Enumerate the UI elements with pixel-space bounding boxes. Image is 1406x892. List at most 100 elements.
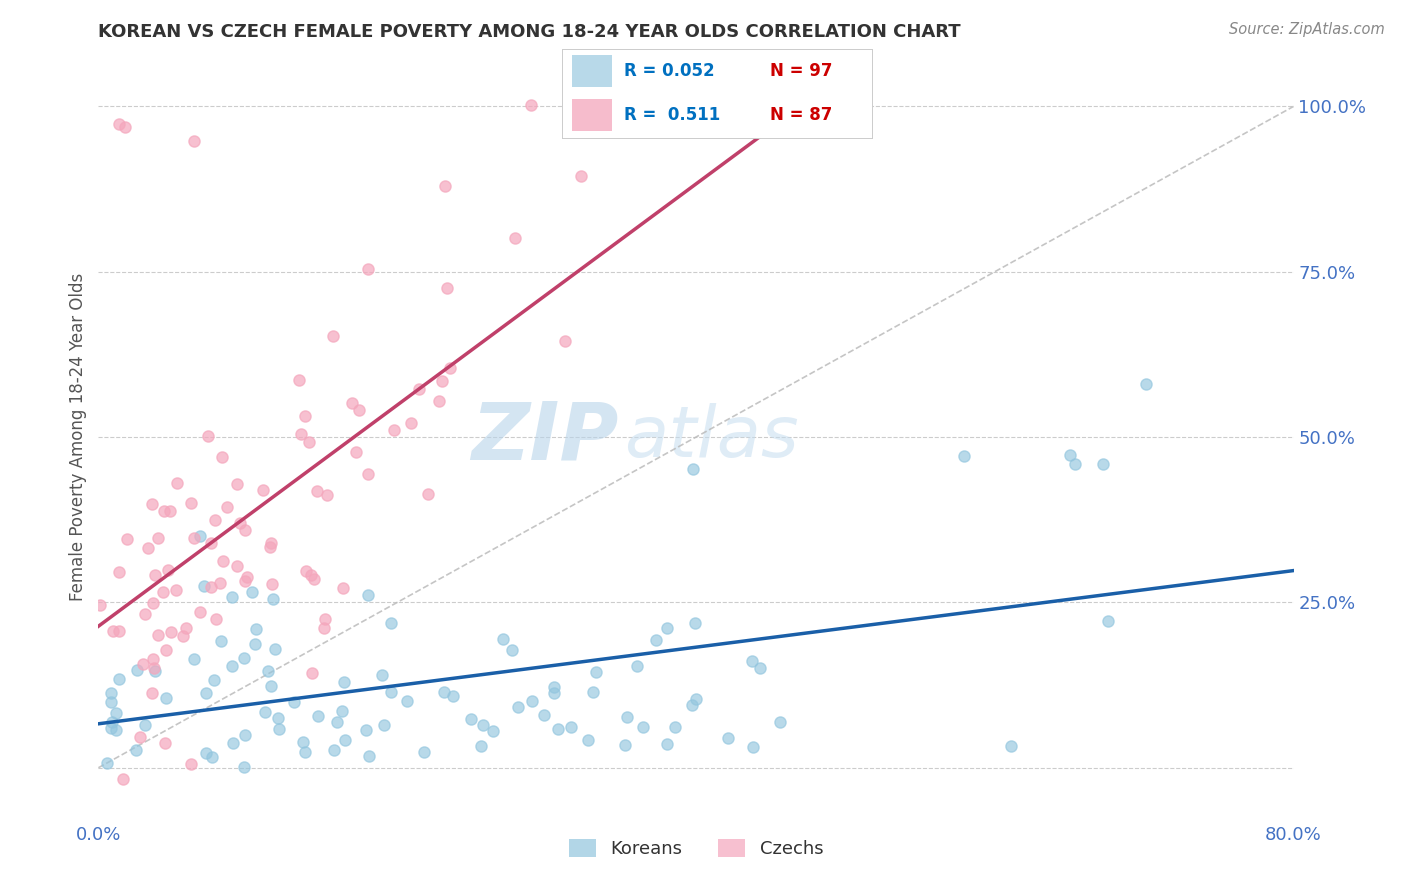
Point bbox=[100, 715, 122, 730]
Point bbox=[183, 134, 205, 148]
Point bbox=[108, 673, 131, 687]
Point bbox=[266, 711, 288, 725]
Point bbox=[576, 732, 599, 747]
Point bbox=[245, 622, 267, 636]
Point bbox=[769, 714, 792, 729]
Point bbox=[332, 581, 354, 595]
Point bbox=[681, 698, 703, 713]
Point bbox=[262, 577, 284, 591]
Point bbox=[288, 373, 311, 387]
Point bbox=[212, 554, 235, 568]
Point bbox=[260, 679, 283, 693]
Point bbox=[221, 591, 243, 605]
Point bbox=[165, 582, 187, 597]
Point bbox=[304, 572, 326, 586]
Point bbox=[325, 715, 347, 730]
Point bbox=[204, 612, 226, 626]
Point bbox=[1092, 457, 1115, 471]
Point bbox=[315, 488, 337, 502]
Point bbox=[211, 450, 233, 465]
Bar bbox=[572, 55, 612, 87]
Point bbox=[200, 536, 222, 550]
Point bbox=[254, 705, 277, 719]
Point bbox=[141, 686, 163, 700]
Point bbox=[233, 728, 256, 742]
Point bbox=[685, 691, 707, 706]
Point bbox=[108, 565, 131, 579]
Point bbox=[143, 568, 166, 582]
Point bbox=[155, 643, 177, 657]
Point bbox=[183, 531, 205, 545]
Point bbox=[1059, 448, 1081, 462]
Point bbox=[260, 535, 283, 549]
Point bbox=[380, 685, 402, 699]
Point bbox=[125, 743, 148, 757]
Point bbox=[314, 612, 336, 626]
Point bbox=[299, 568, 322, 582]
Point bbox=[226, 477, 249, 491]
Point bbox=[100, 721, 122, 735]
Point bbox=[180, 757, 202, 772]
Point bbox=[262, 591, 284, 606]
Point bbox=[582, 685, 605, 699]
Point bbox=[307, 709, 329, 723]
Point bbox=[153, 736, 176, 750]
Point bbox=[232, 760, 254, 774]
Point bbox=[613, 739, 636, 753]
Point bbox=[434, 179, 457, 194]
Point bbox=[108, 624, 131, 639]
Point bbox=[195, 686, 218, 700]
Point bbox=[89, 598, 111, 612]
Point bbox=[301, 665, 323, 680]
Point bbox=[371, 668, 394, 682]
Point bbox=[436, 281, 458, 295]
Point bbox=[349, 402, 371, 417]
Point bbox=[221, 658, 243, 673]
Point bbox=[1097, 614, 1119, 628]
Point bbox=[408, 382, 430, 396]
Y-axis label: Female Poverty Among 18-24 Year Olds: Female Poverty Among 18-24 Year Olds bbox=[69, 273, 87, 601]
Point bbox=[312, 621, 335, 635]
Point bbox=[294, 409, 316, 423]
Point bbox=[418, 486, 440, 500]
Point bbox=[433, 685, 456, 699]
Point bbox=[412, 745, 434, 759]
Point bbox=[217, 500, 239, 514]
Point bbox=[616, 710, 638, 724]
Point bbox=[252, 483, 274, 498]
Point bbox=[682, 462, 704, 476]
Point bbox=[664, 720, 686, 734]
Point bbox=[492, 632, 515, 646]
Point bbox=[441, 690, 464, 704]
Point bbox=[141, 497, 163, 511]
Point bbox=[233, 651, 256, 665]
Point bbox=[208, 576, 231, 591]
Point bbox=[520, 98, 543, 112]
Point bbox=[330, 704, 353, 718]
Point bbox=[953, 450, 976, 464]
Point bbox=[626, 659, 648, 673]
Point bbox=[225, 558, 247, 573]
Legend: Koreans, Czechs: Koreans, Czechs bbox=[561, 831, 831, 865]
Point bbox=[357, 262, 380, 277]
Point bbox=[209, 634, 232, 648]
Point bbox=[188, 528, 211, 542]
Point bbox=[294, 745, 316, 759]
Text: KOREAN VS CZECH FEMALE POVERTY AMONG 18-24 YEAR OLDS CORRELATION CHART: KOREAN VS CZECH FEMALE POVERTY AMONG 18-… bbox=[98, 23, 962, 41]
Point bbox=[195, 746, 218, 760]
Point bbox=[645, 633, 668, 648]
Point bbox=[333, 675, 356, 690]
Point bbox=[533, 707, 555, 722]
Point bbox=[107, 117, 129, 131]
Text: N = 87: N = 87 bbox=[769, 106, 832, 124]
Point bbox=[233, 574, 256, 589]
Point bbox=[717, 731, 740, 745]
Point bbox=[657, 621, 679, 635]
Text: Source: ZipAtlas.com: Source: ZipAtlas.com bbox=[1229, 22, 1385, 37]
Point bbox=[134, 718, 156, 732]
Point bbox=[1000, 739, 1022, 753]
Point bbox=[201, 749, 224, 764]
Point bbox=[222, 736, 245, 750]
Point bbox=[153, 504, 176, 518]
Point bbox=[101, 624, 124, 638]
